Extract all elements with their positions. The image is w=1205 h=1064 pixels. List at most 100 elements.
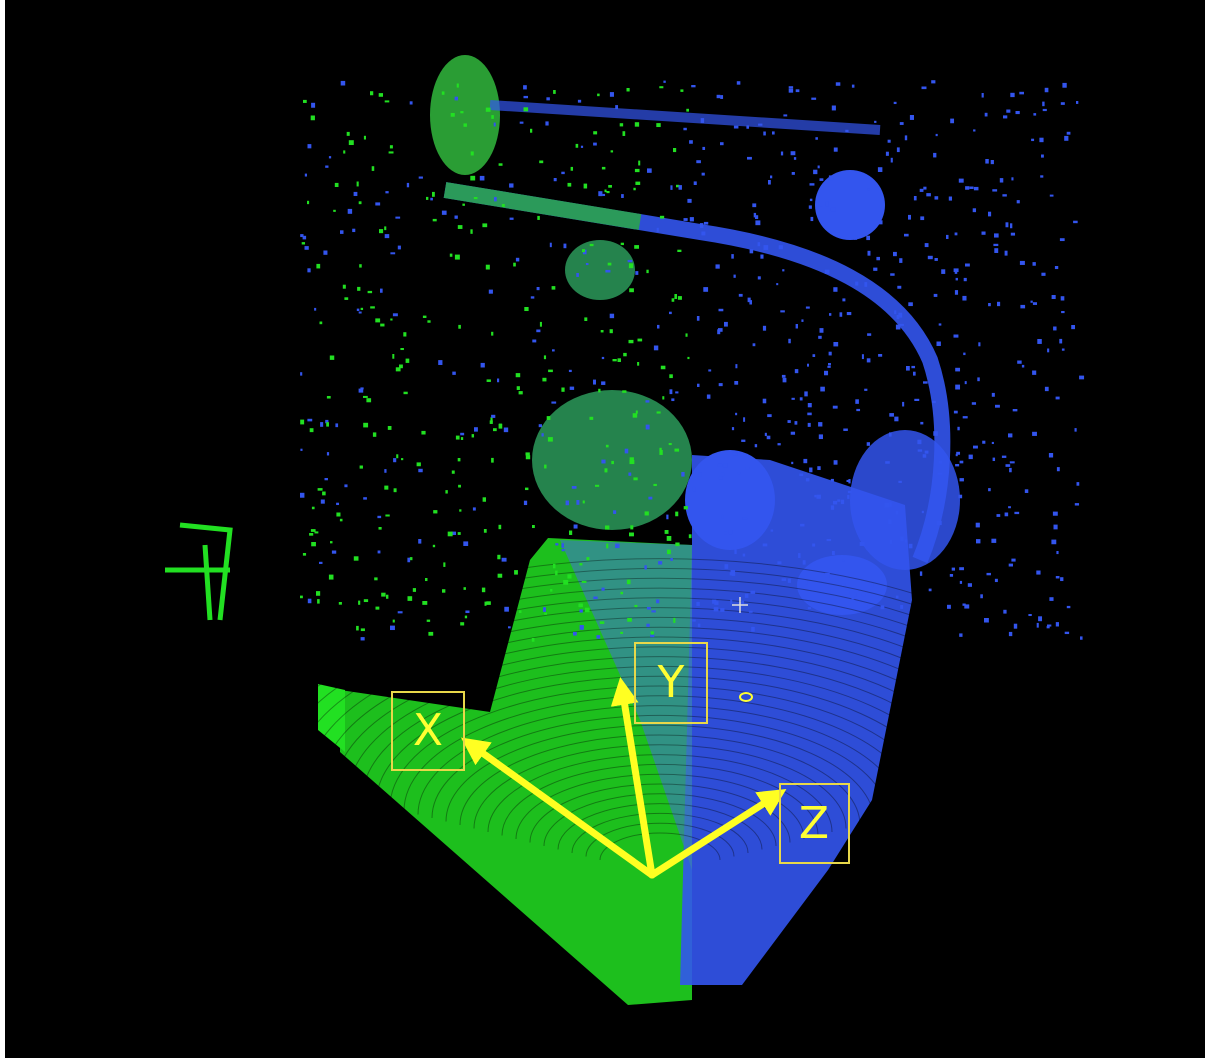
point — [696, 160, 701, 164]
point — [634, 245, 640, 249]
point — [805, 580, 808, 585]
point — [626, 579, 631, 585]
point — [670, 558, 673, 561]
point — [584, 317, 588, 321]
point — [463, 587, 466, 590]
point — [807, 403, 812, 408]
point — [730, 570, 736, 576]
point — [791, 461, 794, 465]
point — [445, 490, 448, 494]
point — [701, 231, 706, 236]
point — [933, 152, 937, 158]
point — [845, 129, 849, 133]
point — [347, 208, 353, 214]
point — [909, 115, 915, 120]
point — [746, 125, 750, 129]
point — [333, 209, 336, 212]
point — [720, 608, 725, 612]
point — [747, 156, 752, 160]
point — [635, 181, 641, 185]
point — [421, 430, 426, 435]
point — [356, 308, 360, 312]
point — [450, 113, 455, 117]
point — [791, 397, 795, 400]
point — [491, 457, 494, 463]
point — [1049, 194, 1054, 197]
point — [342, 284, 346, 289]
point — [798, 553, 801, 558]
point — [1059, 238, 1065, 242]
point — [503, 427, 509, 433]
point — [1008, 563, 1013, 567]
point — [523, 95, 529, 99]
point — [715, 264, 720, 269]
point — [817, 165, 820, 169]
point — [1074, 503, 1080, 506]
point — [388, 151, 394, 154]
point — [525, 452, 530, 456]
point — [991, 538, 997, 543]
point — [307, 144, 312, 149]
point — [855, 399, 859, 404]
point — [304, 246, 309, 250]
point — [814, 494, 817, 498]
point — [384, 100, 390, 103]
point — [927, 255, 933, 260]
point — [447, 531, 453, 537]
point — [867, 333, 872, 336]
point — [954, 290, 959, 295]
point — [825, 572, 830, 578]
point — [460, 432, 465, 436]
point — [463, 541, 469, 546]
point — [481, 587, 486, 593]
point — [629, 457, 634, 461]
scan-arc — [571, 812, 749, 854]
point — [1076, 101, 1079, 104]
point — [523, 500, 528, 506]
point — [846, 479, 850, 482]
point — [397, 245, 401, 250]
point — [751, 626, 755, 632]
y-label: Y — [657, 657, 685, 708]
point — [483, 529, 487, 533]
point — [832, 551, 835, 556]
point — [599, 621, 605, 624]
point — [441, 91, 445, 95]
point — [358, 600, 361, 605]
point — [359, 465, 363, 469]
point — [334, 182, 339, 187]
point — [612, 359, 617, 362]
point — [372, 432, 377, 437]
point — [617, 358, 621, 363]
point — [494, 197, 497, 202]
point — [1037, 339, 1042, 344]
point — [985, 159, 989, 164]
point — [687, 356, 690, 360]
point — [457, 532, 461, 535]
point-cloud — [165, 55, 1113, 1005]
point — [1040, 175, 1044, 178]
point — [825, 201, 829, 207]
point — [991, 392, 995, 397]
point — [754, 444, 758, 448]
point — [990, 160, 994, 165]
point — [981, 93, 984, 98]
point — [898, 312, 903, 318]
point — [899, 258, 903, 263]
point — [681, 472, 685, 477]
point — [358, 388, 364, 393]
point — [889, 432, 892, 437]
point — [994, 233, 999, 238]
point — [977, 377, 980, 382]
point — [723, 463, 728, 468]
point — [470, 229, 473, 234]
point — [973, 129, 976, 132]
point — [536, 287, 540, 291]
point — [749, 300, 753, 305]
point — [683, 218, 688, 221]
point — [348, 140, 354, 146]
point — [371, 166, 375, 171]
point — [632, 413, 638, 418]
point — [895, 324, 901, 330]
point — [384, 234, 390, 239]
